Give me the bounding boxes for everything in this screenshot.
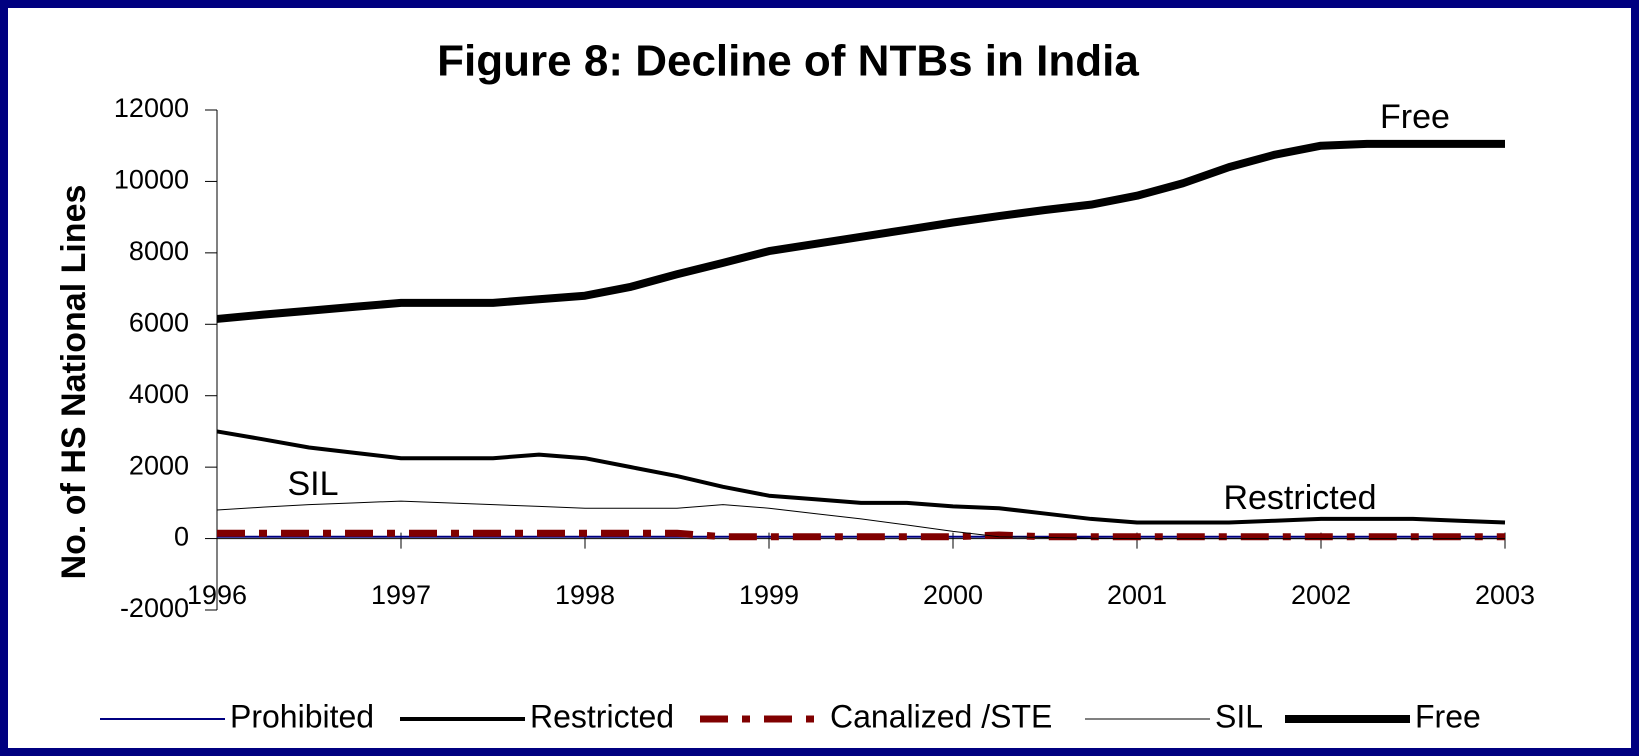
legend-label: Restricted <box>530 698 674 734</box>
y-tick-label: 2000 <box>129 450 189 480</box>
y-tick-label: 8000 <box>129 236 189 266</box>
y-tick-label: 6000 <box>129 307 189 337</box>
annotation: Restricted <box>1223 479 1376 517</box>
x-tick-label: 1998 <box>555 580 615 610</box>
legend-label: Prohibited <box>230 698 374 734</box>
x-tick-label: 2001 <box>1107 580 1167 610</box>
y-tick-label: 10000 <box>114 165 189 195</box>
y-tick-label: 0 <box>174 522 189 552</box>
series-line <box>216 139 1505 323</box>
x-tick-label: 1997 <box>371 580 431 610</box>
x-tick-label: 2002 <box>1291 580 1351 610</box>
x-tick-label: 2003 <box>1475 580 1535 610</box>
legend-label: Free <box>1415 698 1481 734</box>
y-axis-label: No. of HS National Lines <box>55 185 93 580</box>
x-tick-label: 2000 <box>923 580 983 610</box>
y-tick-label: 12000 <box>114 93 189 123</box>
annotation: Free <box>1380 98 1450 136</box>
legend-label: SIL <box>1215 698 1263 734</box>
annotation: SIL <box>287 465 338 503</box>
y-tick-label: 4000 <box>129 379 189 409</box>
legend-label: Canalized /STE <box>830 698 1052 734</box>
y-tick-label: -2000 <box>120 593 189 623</box>
series-line <box>217 529 1505 541</box>
series-line <box>216 429 1506 525</box>
x-tick-label: 1996 <box>187 580 247 610</box>
chart-title: Figure 8: Decline of NTBs in India <box>437 37 1139 86</box>
series-line <box>216 500 1505 540</box>
x-tick-label: 1999 <box>739 580 799 610</box>
